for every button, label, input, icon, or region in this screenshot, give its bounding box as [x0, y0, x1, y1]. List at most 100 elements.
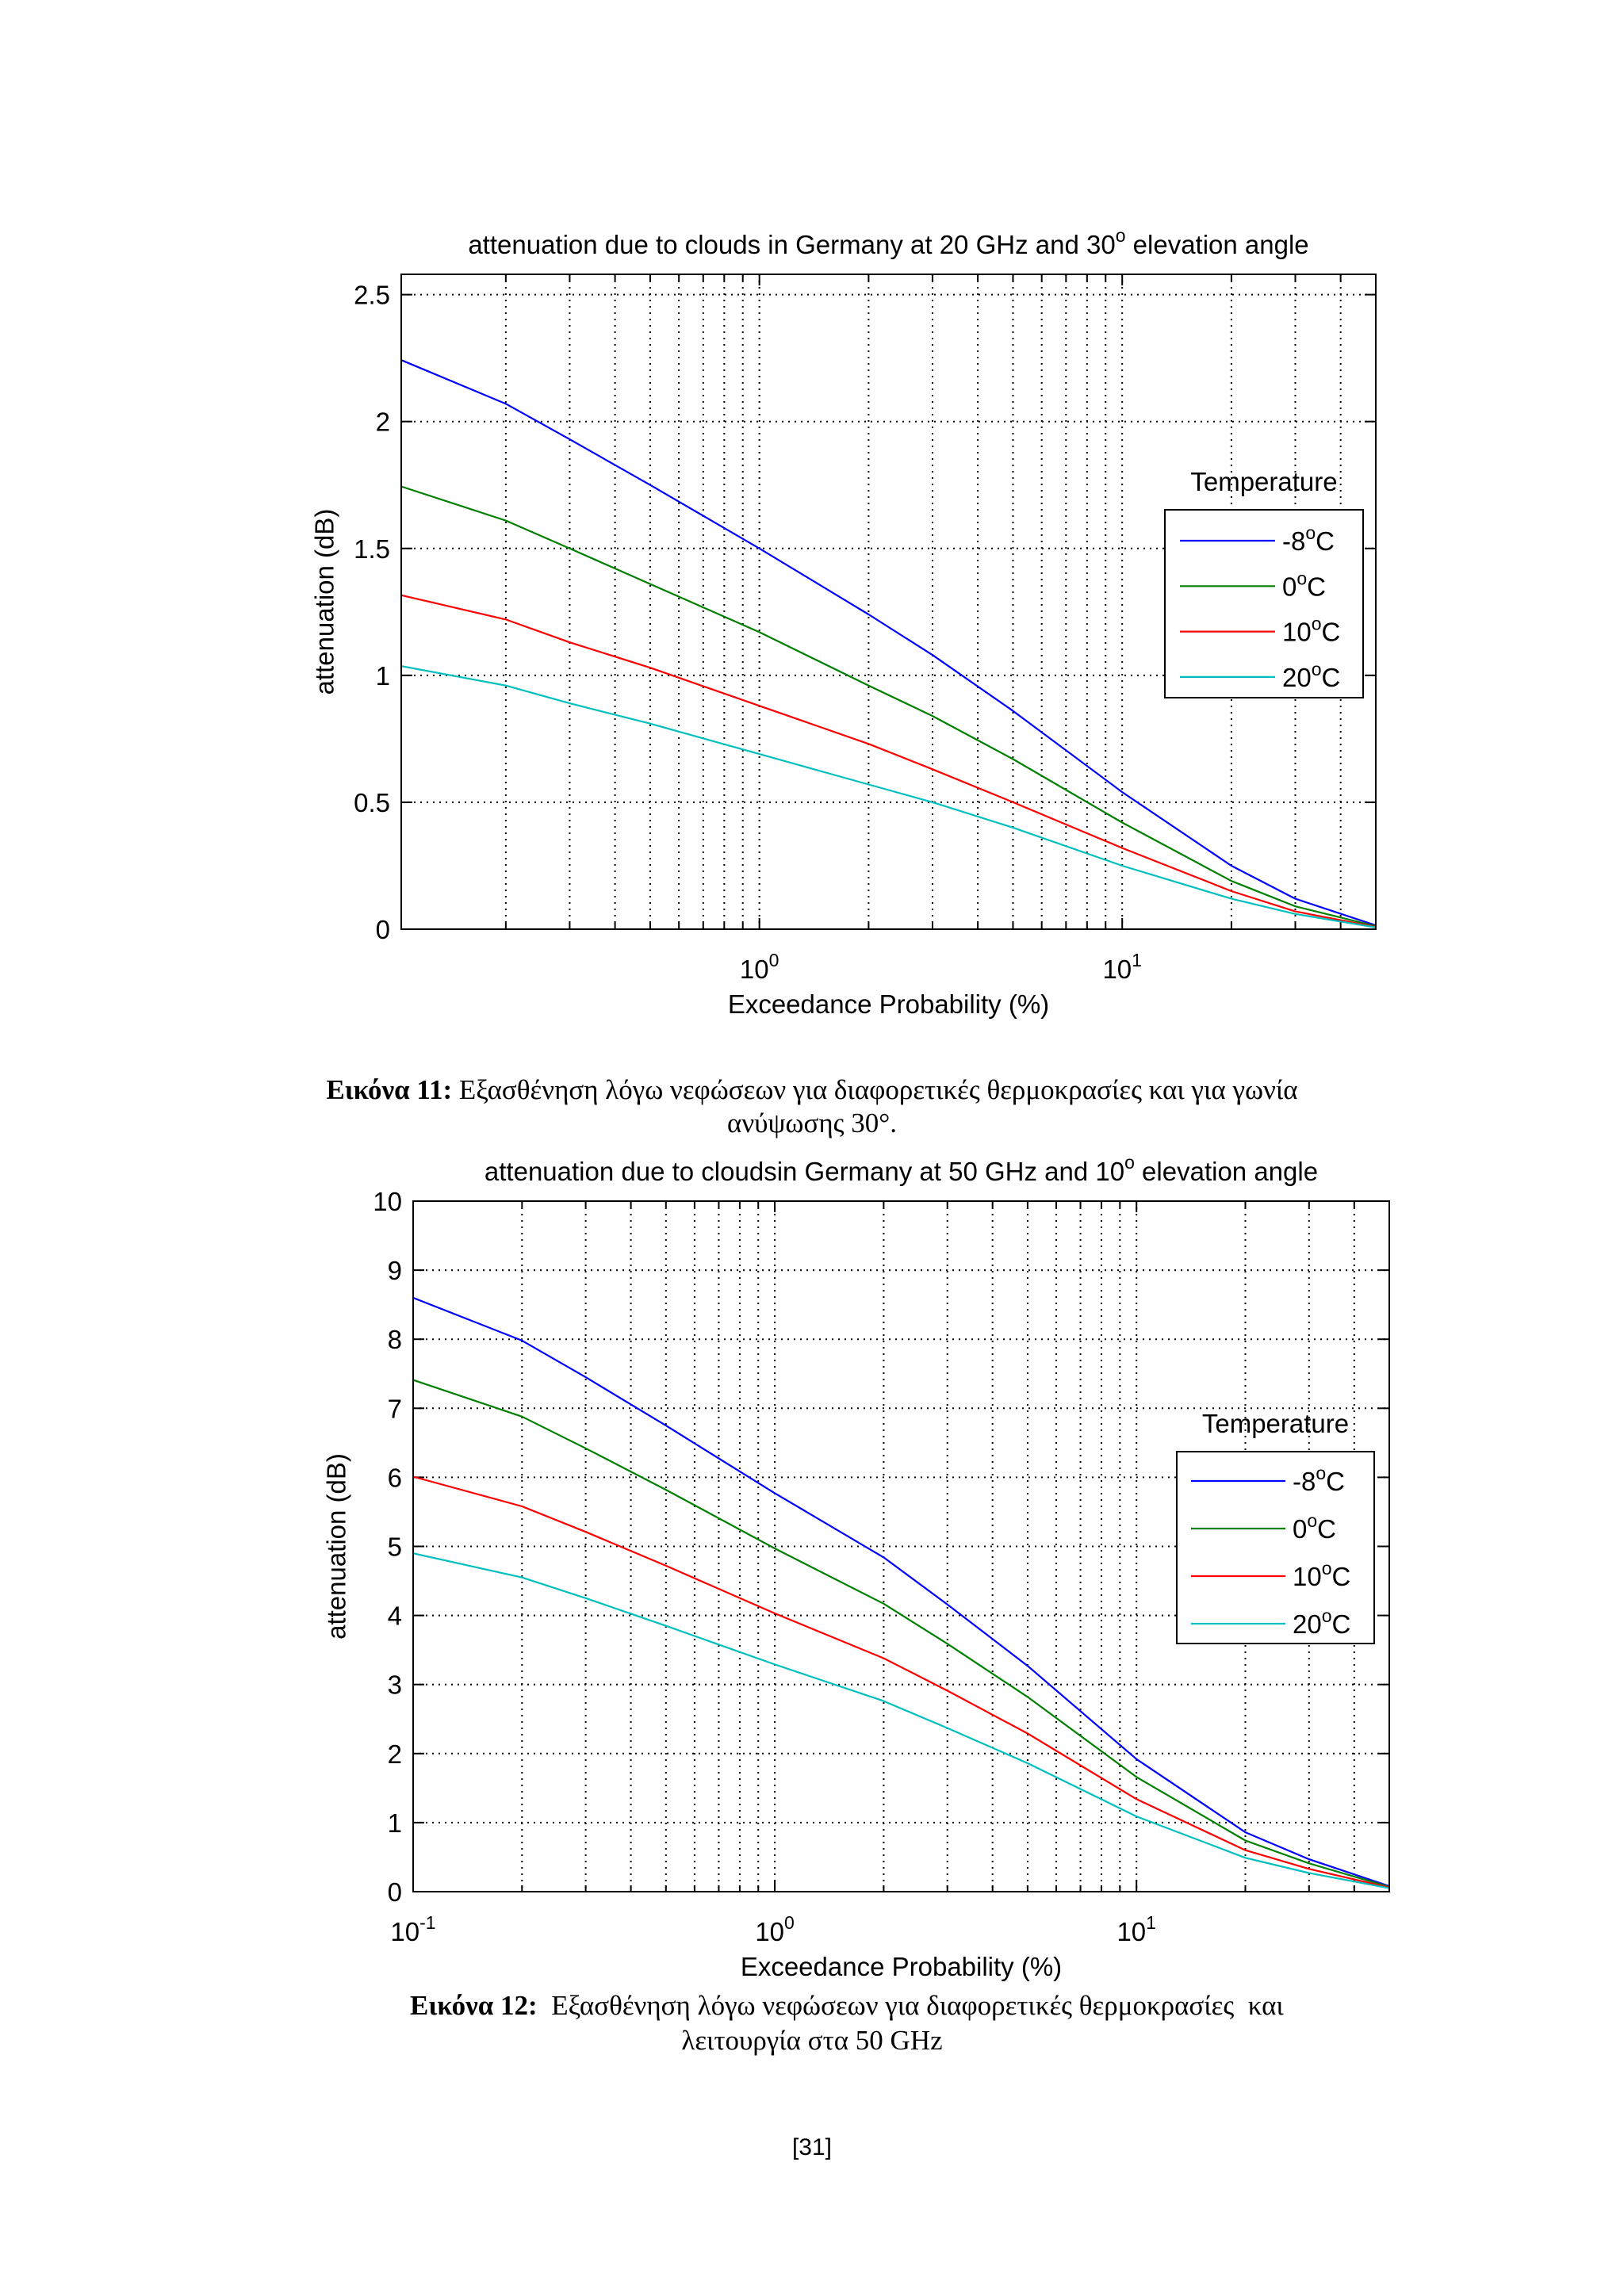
x-axis-label: Exceedance Probability (%) — [741, 1952, 1062, 1981]
axes-box — [412, 1200, 1390, 1892]
y-tick-label: 1 — [388, 1808, 402, 1838]
figure-12-caption-text-end: λειτουργία στα 50 GHz — [681, 2025, 943, 2056]
legend-label-unit: C — [1316, 526, 1335, 556]
legend-box — [1176, 1451, 1375, 1644]
legend-label-unit: C — [1332, 1562, 1351, 1591]
figure-12-caption-label: Εικόνα 12: — [410, 1990, 538, 2021]
x-tick-label-base: 10 — [755, 1917, 784, 1946]
chart-title-superscript: o — [1124, 1152, 1135, 1173]
y-tick-label: 1.5 — [354, 534, 390, 564]
x-tick-label: 101 — [1102, 950, 1142, 984]
series-line-minus-8c — [413, 1296, 1389, 1888]
legend-label-degree: o — [1322, 1605, 1332, 1626]
y-tick-label: 10 — [373, 1187, 402, 1216]
y-tick-label: 0 — [388, 1877, 402, 1907]
figure-11-caption-line1: Εικόνα 11: Εξασθένηση λόγω νεφώσεων για … — [0, 1073, 1624, 1107]
series-line-20c — [413, 1552, 1389, 1889]
legend-title: Temperature — [1190, 467, 1337, 496]
figure-11-caption-text-end: ανύψωσης 30°. — [727, 1108, 897, 1138]
x-tick-label-exponent: -1 — [419, 1912, 435, 1933]
legend-label-value: 10 — [1282, 618, 1312, 647]
x-tick-label-base: 10 — [740, 955, 769, 984]
y-tick-label: 1 — [376, 661, 390, 691]
legend-label: -8oC — [1293, 1463, 1345, 1496]
figure-11-caption-label: Εικόνα 11: — [326, 1074, 453, 1105]
legend-label-unit: C — [1322, 618, 1341, 647]
legend-label-value: 20 — [1293, 1609, 1322, 1639]
figure-12-caption-line1: Εικόνα 12: Εξασθένηση λόγω νεφώσεων για … — [410, 1989, 1284, 2022]
y-tick-label: 2.5 — [354, 281, 390, 310]
legend-label: 20oC — [1293, 1605, 1350, 1639]
x-tick-label: 100 — [740, 950, 779, 984]
series-line-0c — [413, 1379, 1389, 1888]
y-tick-label: 0 — [376, 915, 390, 944]
legend-label-degree: o — [1305, 522, 1316, 543]
y-tick-label: 0.5 — [354, 788, 390, 817]
figure-11-caption-text: Εξασθένηση λόγω νεφώσεων για διαφορετικέ… — [452, 1074, 1298, 1105]
x-axis-label: Exceedance Probability (%) — [728, 989, 1049, 1019]
chart-title-superscript: o — [1116, 225, 1126, 246]
legend-label-degree: o — [1316, 1463, 1326, 1483]
y-tick-label: 9 — [388, 1256, 402, 1285]
x-tick-label: 100 — [755, 1912, 795, 1946]
legend-label: 10oC — [1293, 1558, 1350, 1591]
figure-12-caption-line2: λειτουργία στα 50 GHz — [0, 2024, 1624, 2057]
figure-11-caption-line2: ανύψωσης 30°. — [0, 1107, 1624, 1140]
chart-title: attenuation due to clouds in Germany at … — [468, 225, 1308, 259]
x-tick-label-exponent: 1 — [1132, 950, 1142, 970]
y-tick-label: 7 — [388, 1394, 402, 1423]
x-tick-label-base: 10 — [1102, 955, 1132, 984]
chart-title-text: attenuation due to clouds in Germany at … — [468, 230, 1115, 259]
legend-label-value: 20 — [1282, 663, 1312, 692]
x-tick-label-base: 10 — [1116, 1917, 1146, 1946]
legend-label-degree: o — [1312, 659, 1322, 679]
y-tick-label: 8 — [388, 1325, 402, 1354]
y-axis-label: attenuation (dB) — [310, 509, 339, 695]
legend-label: 10oC — [1282, 614, 1340, 647]
series-line-10c — [413, 1475, 1389, 1888]
legend-label-value: -8 — [1282, 526, 1305, 556]
y-tick-label: 3 — [388, 1670, 402, 1700]
legend-label-unit: C — [1307, 572, 1326, 601]
legend-label-unit: C — [1326, 1467, 1345, 1496]
chart-title-text-end: elevation angle — [1125, 230, 1308, 259]
y-axis-label: attenuation (dB) — [322, 1453, 351, 1640]
legend-label-degree: o — [1297, 568, 1307, 588]
y-tick-label: 6 — [388, 1463, 402, 1492]
legend-label-unit: C — [1332, 1609, 1351, 1639]
series-group — [413, 1296, 1389, 1889]
page-number: [31] — [791, 2134, 833, 2160]
chart-title: attenuation due to cloudsin Germany at 5… — [485, 1152, 1318, 1186]
legend-label-value: 0 — [1282, 572, 1297, 601]
legend-label-degree: o — [1307, 1510, 1317, 1531]
series-line-10c — [401, 594, 1376, 928]
legend-label: 0oC — [1293, 1510, 1336, 1544]
x-tick-label-exponent: 0 — [769, 950, 779, 970]
x-tick-label: 10-1 — [390, 1912, 435, 1946]
series-line-minus-8c — [401, 358, 1376, 927]
axes-box — [400, 274, 1377, 930]
legend-label-value: 10 — [1293, 1562, 1322, 1591]
figure-12-caption-text: Εξασθένηση λόγω νεφώσεων για διαφορετικέ… — [537, 1990, 1284, 2021]
series-group — [401, 358, 1376, 928]
series-line-0c — [401, 485, 1376, 928]
x-tick-label-base: 10 — [390, 1917, 419, 1946]
y-tick-label: 4 — [388, 1601, 402, 1631]
chart-title-text-end: elevation angle — [1135, 1157, 1318, 1186]
x-tick-label: 101 — [1116, 1912, 1156, 1946]
legend-label-unit: C — [1317, 1514, 1336, 1544]
chart-title-text: attenuation due to cloudsin Germany at 5… — [485, 1157, 1124, 1186]
legend-label: -8oC — [1282, 522, 1335, 556]
legend-label-degree: o — [1322, 1558, 1332, 1578]
legend-label-unit: C — [1322, 663, 1341, 692]
legend-label-degree: o — [1312, 614, 1322, 634]
x-tick-label-exponent: 0 — [784, 1912, 795, 1933]
legend-title: Temperature — [1202, 1409, 1349, 1438]
legend-label-value: 0 — [1293, 1514, 1307, 1544]
legend-label-value: -8 — [1293, 1467, 1316, 1496]
